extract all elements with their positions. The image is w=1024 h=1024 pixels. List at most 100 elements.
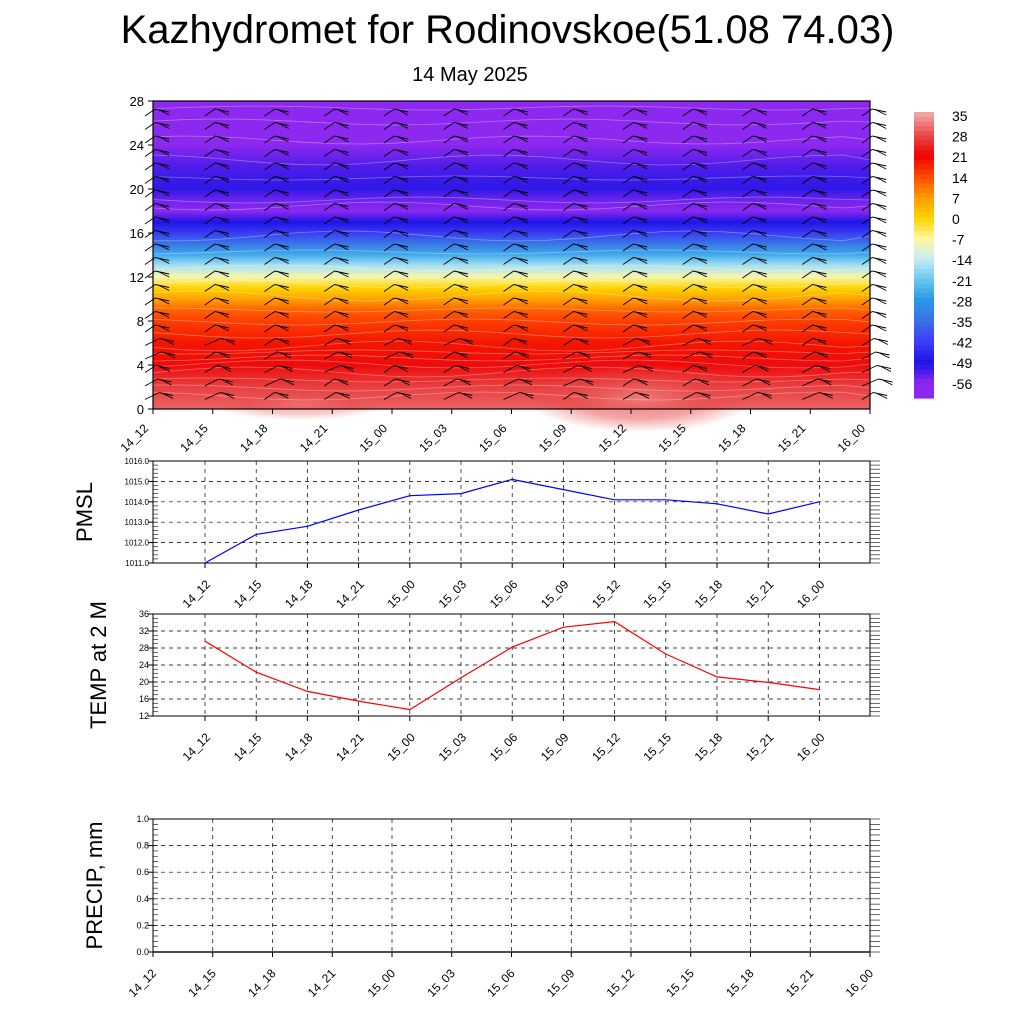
x-tick-label: 15_21 <box>775 421 809 455</box>
wind-barb <box>562 257 588 265</box>
wind-barb <box>682 149 708 157</box>
x-tick-label: 15_15 <box>640 730 674 764</box>
temp-series-line <box>204 620 820 711</box>
wind-barb <box>562 230 588 238</box>
y-tick-label: 20 <box>130 182 144 197</box>
wind-barb <box>563 365 592 373</box>
wind-barb <box>323 378 349 387</box>
wind-barb <box>443 351 468 360</box>
wind-barb <box>323 189 349 198</box>
y-tick-label: 32 <box>139 626 149 636</box>
y-tick-label: 1016.0 <box>125 457 150 466</box>
wind-barb <box>801 149 827 157</box>
wind-barb <box>622 365 654 373</box>
wind-barb <box>742 338 773 346</box>
colorbar-band <box>914 188 934 194</box>
colorbar-band <box>914 312 934 318</box>
wind-barb <box>204 257 230 265</box>
contour-line <box>152 354 871 362</box>
wind-barb <box>264 189 289 198</box>
colorbar-band <box>914 369 934 375</box>
wind-barb <box>801 122 827 130</box>
colorbar-label: -21 <box>952 273 972 289</box>
wind-barb <box>682 311 708 319</box>
colorbar-label: -35 <box>952 314 972 330</box>
wind-barb <box>264 216 289 225</box>
wind-barb <box>682 162 708 171</box>
colorbar-band <box>914 288 934 294</box>
wind-barb <box>323 324 349 333</box>
wind-barb <box>443 311 469 319</box>
x-tick-label: 14_15 <box>177 421 211 455</box>
contour-line <box>152 318 871 326</box>
colorbar-label: 28 <box>952 129 968 145</box>
contour-line <box>152 201 871 211</box>
y-tick-label: 1013.0 <box>125 518 150 527</box>
colorbar-band <box>914 331 934 337</box>
wind-barb <box>682 270 708 279</box>
wind-barb <box>682 351 713 360</box>
wind-barb <box>562 189 588 198</box>
wind-barb <box>443 365 470 373</box>
wind-barb <box>443 189 469 198</box>
contour-line <box>152 349 871 355</box>
x-tick-label: 15_09 <box>538 577 572 611</box>
wind-barb <box>264 338 290 346</box>
wind-barb <box>562 243 588 252</box>
wind-barb <box>742 378 771 387</box>
wind-barb <box>801 176 827 184</box>
wind-barb <box>861 392 888 400</box>
wind-barb <box>204 270 230 279</box>
wind-barb <box>204 284 230 292</box>
wind-barb <box>802 378 832 387</box>
wind-barb <box>383 122 409 130</box>
wind-barb <box>323 203 349 211</box>
wind-barb <box>144 392 174 400</box>
wind-barb <box>264 324 289 333</box>
colorbar-band <box>914 221 934 227</box>
x-tick-label: 14_15 <box>231 577 265 611</box>
wind-barb <box>383 351 414 360</box>
wind-barb <box>443 108 469 117</box>
wind-barb <box>383 135 409 144</box>
colorbar-band <box>914 355 934 361</box>
colorbar-band <box>914 297 934 304</box>
wind-barb <box>264 284 289 292</box>
wind-barb <box>503 378 533 387</box>
wind-barb <box>264 162 289 171</box>
wind-barb <box>562 284 588 292</box>
wind-barb <box>204 135 230 144</box>
colorbar: 35 28 21 14 7 0 -7 -14 -21 -28 -35 -42 -49 -56 <box>914 108 972 399</box>
wind-barb <box>562 135 588 144</box>
wind-barb <box>801 203 827 211</box>
wind-barb <box>622 108 648 117</box>
x-tick-label: 15_18 <box>692 577 726 611</box>
x-tick-label: 15_00 <box>365 966 399 1000</box>
wind-barb <box>622 270 648 279</box>
x-tick-label: 15_09 <box>538 730 572 764</box>
wind-barb <box>204 203 230 211</box>
wind-barb <box>383 392 412 400</box>
wind-barb <box>264 122 289 130</box>
wind-barb <box>622 351 652 360</box>
contour-line <box>152 377 871 383</box>
contour-line <box>152 264 871 272</box>
wind-barb <box>801 324 827 333</box>
wind-barb <box>563 351 591 360</box>
contour-line <box>152 135 871 145</box>
colorbar-band <box>914 345 934 351</box>
wind-barb <box>742 365 769 373</box>
contour-line <box>152 307 871 313</box>
colorbar-band <box>914 126 934 132</box>
wind-barb <box>443 135 469 144</box>
wind-barb <box>682 284 708 292</box>
wind-barb <box>204 122 230 130</box>
contour-line <box>152 196 871 204</box>
colorbar-label: -56 <box>952 376 972 392</box>
wind-barb <box>682 216 708 225</box>
precip-panel: 0.0 0.2 0.4 0.6 0.8 1.0 14_12 14_15 14_18 14_21 15… <box>82 814 880 1000</box>
wind-barb <box>742 176 767 184</box>
colorbar-label: -7 <box>952 232 965 248</box>
x-tick-label: 15_21 <box>743 730 777 764</box>
wind-barb <box>682 365 708 373</box>
